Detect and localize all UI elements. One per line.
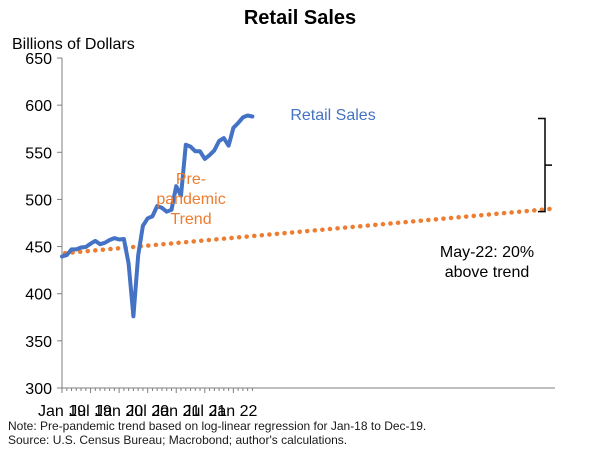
chart-title: Retail Sales	[244, 7, 356, 29]
y-tick-label: 300	[25, 381, 52, 398]
x-tick-label: Jul 20	[126, 403, 169, 420]
trend-label: Pre- pandemic Trend	[156, 171, 225, 228]
y-tick-label: 450	[25, 240, 52, 257]
gap-annotation-line: May-22: 20%	[440, 244, 534, 261]
trend-line	[62, 206, 554, 256]
x-tick-label: Jan 22	[209, 403, 257, 420]
y-tick-label: 600	[25, 98, 52, 115]
retail-sales-line	[60, 113, 255, 319]
x-tick-label: Jan 20	[95, 403, 143, 420]
gap-bracket-path	[538, 117, 552, 213]
y-axis-label: Billions of Dollars	[12, 36, 135, 53]
y-tick-label: 350	[25, 334, 52, 351]
y-tick-label: 500	[25, 192, 52, 209]
chart-note: Note: Pre-pandemic trend based on log-li…	[8, 419, 427, 433]
y-tick-label: 550	[25, 145, 52, 162]
trend-label-line: pandemic	[156, 191, 225, 208]
chart-source: Source: U.S. Census Bureau; Macrobond; a…	[8, 433, 348, 447]
x-tick-label: Jul 19	[69, 403, 112, 420]
gap-annotation: May-22: 20% above trend	[440, 244, 534, 281]
trend-label-line: Pre-	[176, 171, 206, 188]
y-axis: 300 350 400 450 500 550 600 650	[25, 51, 63, 398]
x-tick-label: Jan 21	[152, 403, 200, 420]
series-layer	[60, 113, 554, 319]
gap-annotation-line: above trend	[445, 264, 530, 281]
retail-sales-label: Retail Sales	[290, 107, 375, 124]
gap-bracket	[538, 117, 552, 213]
x-tick-label: Jan 19	[38, 403, 86, 420]
x-tick-label: Jul 21	[183, 403, 226, 420]
y-tick-label: 650	[25, 51, 52, 68]
y-tick-label: 400	[25, 287, 52, 304]
trend-label-line: Trend	[170, 211, 211, 228]
